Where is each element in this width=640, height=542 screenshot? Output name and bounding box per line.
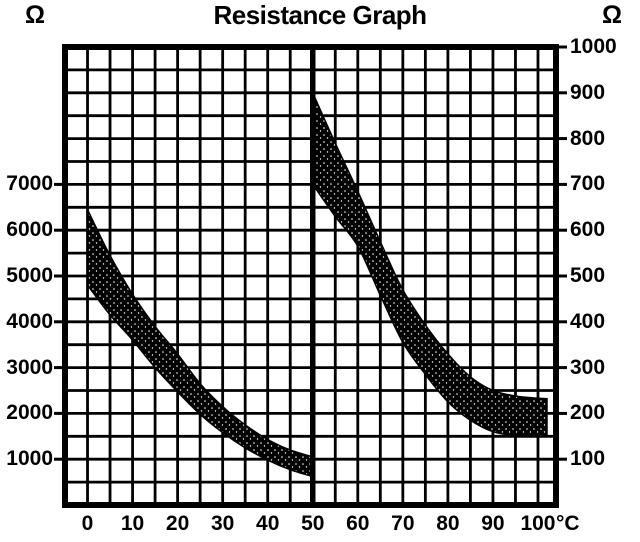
y-right-tick-label: 400 bbox=[570, 309, 606, 333]
y-right-tick-label: 800 bbox=[570, 126, 606, 150]
y-right-tick-label: 1000 bbox=[570, 35, 617, 58]
y-left-tick-label: 7000 bbox=[6, 172, 53, 196]
x-tick-label: 0 bbox=[81, 512, 94, 535]
y-left-tick-label: 2000 bbox=[6, 401, 53, 425]
resistance-band-50-100C-right-scale bbox=[312, 92, 548, 438]
y-left-tick-label: 3000 bbox=[6, 355, 53, 379]
axis-tick-marks bbox=[54, 45, 567, 461]
plot-border bbox=[62, 44, 559, 508]
x-tick-label: 90 bbox=[481, 512, 505, 535]
y-right-tick-label: 100 bbox=[570, 447, 606, 471]
y-right-axis-unit: Ω bbox=[601, 1, 623, 29]
y-left-tick-label: 1000 bbox=[6, 447, 53, 471]
y-right-tick-label: 500 bbox=[570, 264, 606, 287]
chart-title: Resistance Graph bbox=[213, 0, 427, 30]
x-tick-label: 80 bbox=[436, 512, 460, 535]
x-tick-label: 20 bbox=[165, 512, 190, 535]
x-tick-label: 30 bbox=[210, 512, 235, 535]
y-right-tick-label: 900 bbox=[570, 80, 606, 104]
y-left-tick-label: 4000 bbox=[6, 309, 53, 333]
y-right-tick-label: 200 bbox=[570, 401, 606, 425]
y-right-tick-label: 600 bbox=[570, 218, 606, 242]
y-left-tick-label: 5000 bbox=[6, 264, 53, 287]
y-left-axis-unit: Ω bbox=[24, 1, 46, 29]
x-axis-unit-label: °C bbox=[555, 512, 580, 535]
x-tick-label: 50 bbox=[301, 512, 325, 535]
x-tick-label: 60 bbox=[346, 512, 370, 535]
x-tick-label: 100 bbox=[520, 512, 556, 535]
y-left-tick-label: 6000 bbox=[6, 218, 53, 242]
x-tick-label: 40 bbox=[256, 512, 280, 535]
x-tick-label: 10 bbox=[120, 512, 145, 535]
y-right-tick-label: 300 bbox=[570, 355, 606, 379]
plot-border-rect bbox=[62, 44, 559, 508]
x-tick-label: 70 bbox=[391, 512, 415, 535]
y-right-tick-label: 700 bbox=[570, 172, 606, 196]
